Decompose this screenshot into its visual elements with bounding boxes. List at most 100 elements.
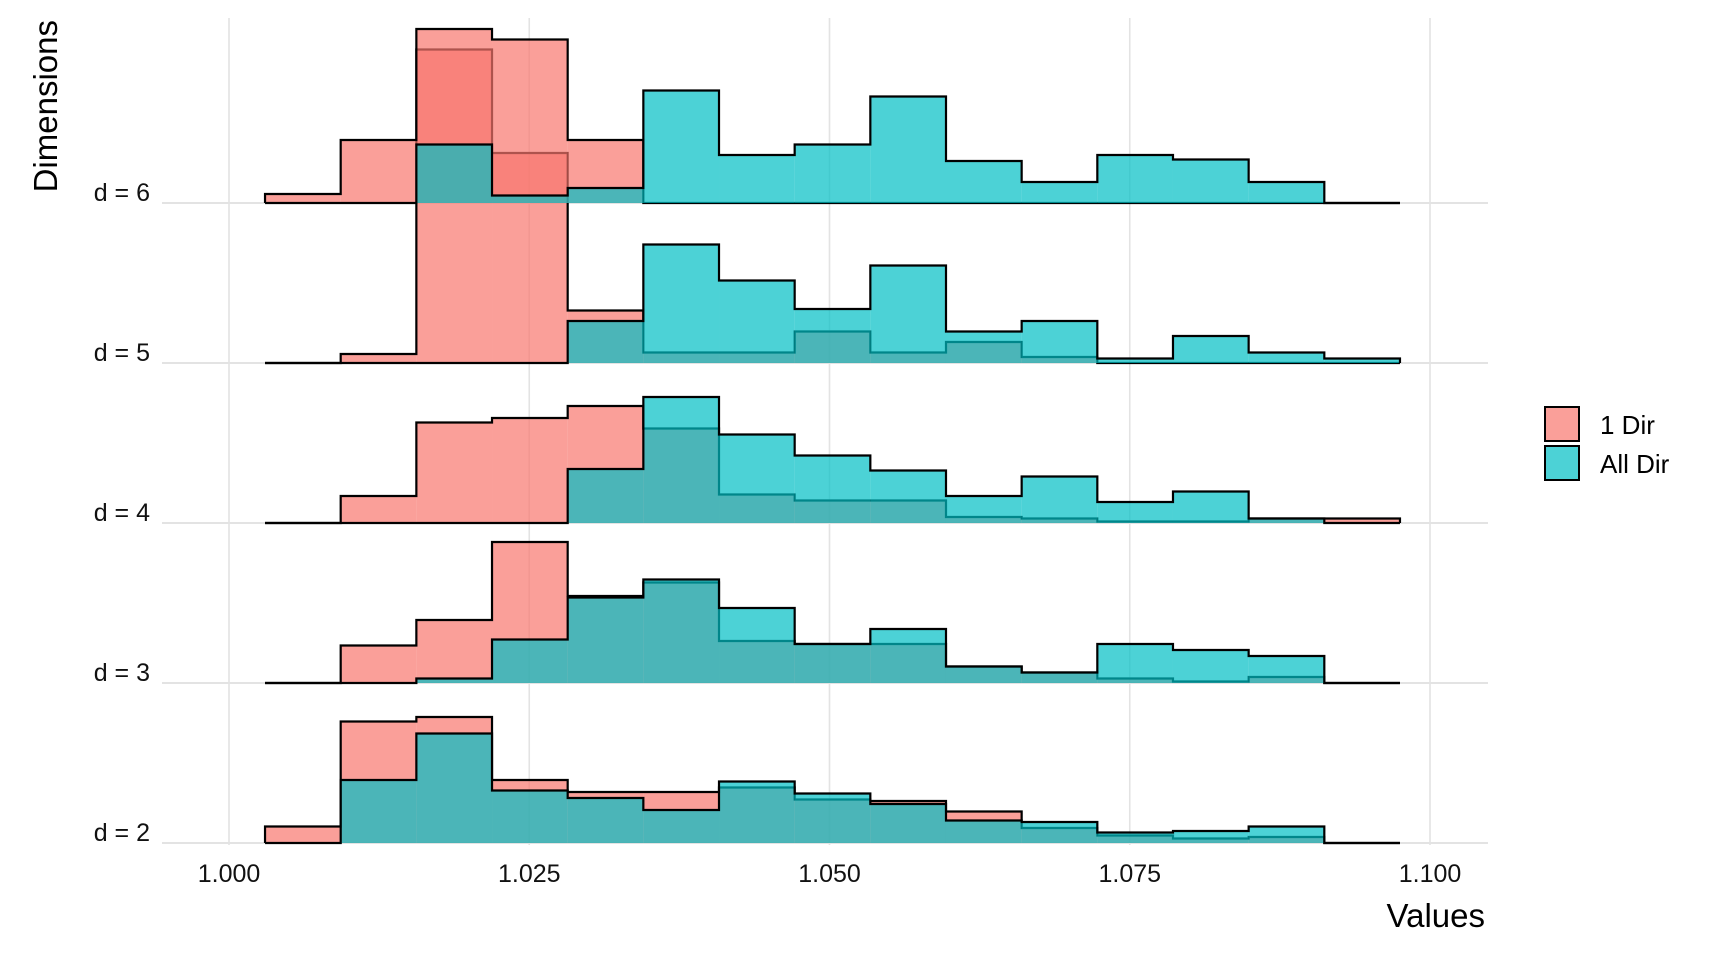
series-all-dir	[265, 578, 1400, 685]
bar-1-dir-bin-2	[416, 620, 493, 683]
bar-all-dir-bin-12	[1172, 336, 1249, 363]
bar-all-dir-bin-2	[416, 678, 493, 683]
bar-all-dir-bin-7	[794, 455, 871, 523]
bar-all-dir-bin-11	[1097, 832, 1173, 843]
row-d-2	[263, 715, 1400, 845]
bar-1-dir-bin-3	[492, 418, 568, 523]
bar-all-dir-bin-7	[794, 309, 871, 363]
outline-all-dir	[265, 395, 1400, 525]
bar-all-dir-bin-10	[1021, 182, 1098, 203]
bar-all-dir-bin-12	[1172, 650, 1249, 683]
bar-all-dir-bin-8	[870, 265, 946, 363]
x-tick-label-2: 1.050	[798, 860, 861, 888]
legend-label-all-dir: All Dir	[1600, 449, 1670, 479]
x-tick-label-3: 1.075	[1098, 860, 1161, 888]
bar-all-dir-bin-6	[719, 155, 795, 203]
bar-all-dir-bin-6	[719, 434, 795, 523]
row-d-4	[265, 395, 1402, 525]
legend: 1 Dir All Dir	[1544, 406, 1670, 481]
bar-all-dir-bin-1	[340, 780, 417, 843]
bar-all-dir-bin-12	[1172, 831, 1249, 843]
bar-all-dir-bin-5	[643, 90, 720, 203]
bar-all-dir-bin-11	[1097, 644, 1173, 683]
bar-all-dir-bin-13	[1248, 826, 1325, 843]
bar-all-dir-bin-4	[567, 597, 644, 683]
bar-all-dir-bin-11	[1097, 502, 1173, 523]
bar-all-dir-bin-13	[1248, 656, 1325, 683]
bar-all-dir-bin-11	[1097, 358, 1173, 363]
bar-all-dir-bin-7	[794, 644, 871, 683]
y-axis-labels: d = 6 d = 5 d = 4 d = 3 d = 2	[94, 179, 150, 847]
bar-all-dir-bin-6	[719, 781, 795, 843]
bar-all-dir-bin-12	[1172, 491, 1249, 523]
bar-all-dir-bin-3	[492, 639, 568, 683]
y-axis-title: Dimensions	[27, 20, 64, 192]
bar-all-dir-bin-6	[719, 608, 795, 683]
bar-all-dir-bin-9	[945, 820, 1022, 843]
legend-swatch-all-dir	[1544, 445, 1580, 481]
bar-all-dir-bin-10	[1021, 822, 1098, 843]
bar-all-dir-bin-13	[1248, 182, 1325, 203]
bar-all-dir-bin-10	[1021, 321, 1098, 363]
bar-all-dir-bin-10	[1021, 672, 1098, 683]
outline-all-dir	[265, 578, 1400, 685]
bar-all-dir-bin-8	[870, 470, 946, 523]
series-all-dir	[265, 89, 1400, 205]
legend-label-1-dir: 1 Dir	[1600, 410, 1655, 440]
bar-all-dir-bin-4	[567, 188, 644, 203]
bar-all-dir-bin-6	[719, 280, 795, 363]
bar-all-dir-bin-3	[492, 195, 568, 203]
x-tick-label-4: 1.100	[1399, 860, 1462, 888]
bar-all-dir-bin-8	[870, 629, 946, 683]
row-label-d-5: d = 5	[94, 339, 150, 367]
bar-all-dir-bin-8	[870, 804, 946, 843]
bar-1-dir-bin-2	[416, 422, 493, 523]
bar-all-dir-bin-9	[945, 331, 1022, 363]
bar-1-dir-bin-14	[1324, 518, 1400, 523]
bar-all-dir-bin-10	[1021, 476, 1098, 523]
bar-all-dir-bin-7	[794, 144, 871, 203]
bar-all-dir-bin-13	[1248, 518, 1325, 523]
row-label-d-6: d = 6	[94, 179, 150, 207]
bar-all-dir-bin-11	[1097, 155, 1173, 203]
series-all-dir	[265, 395, 1400, 525]
series-all-dir	[265, 243, 1402, 365]
bar-all-dir-bin-5	[643, 397, 720, 523]
bar-all-dir-bin-4	[567, 798, 644, 843]
bar-all-dir-bin-4	[567, 469, 644, 523]
row-label-d-3: d = 3	[94, 659, 150, 687]
row-label-d-4: d = 4	[94, 499, 150, 527]
bar-all-dir-bin-5	[643, 810, 720, 843]
bar-1-dir-bin-0	[265, 826, 341, 843]
bar-all-dir-bin-9	[945, 496, 1022, 523]
outline-all-dir	[265, 732, 1400, 845]
bar-1-dir-bin-1	[340, 645, 417, 683]
x-tick-label-0: 1.000	[198, 860, 261, 888]
x-axis-title: Values	[1387, 897, 1485, 934]
x-axis-tick-labels: 1.000 1.025 1.050 1.075 1.100	[198, 860, 1462, 888]
bar-1-dir-bin-3	[492, 39, 568, 203]
bar-1-dir-bin-1	[340, 496, 417, 523]
bar-all-dir-bin-9	[945, 161, 1022, 203]
bar-1-dir-bin-0	[265, 194, 341, 203]
series-all-dir	[265, 732, 1400, 845]
bar-all-dir-bin-14	[1324, 358, 1400, 363]
row-label-d-2: d = 2	[94, 819, 150, 847]
bar-all-dir-bin-2	[416, 733, 493, 843]
bar-all-dir-bin-4	[567, 321, 644, 363]
outline-all-dir	[265, 243, 1402, 365]
outline-all-dir	[265, 89, 1400, 205]
legend-swatch-1-dir	[1544, 406, 1580, 442]
bar-all-dir-bin-5	[643, 244, 720, 363]
bar-all-dir-bin-3	[492, 790, 568, 843]
bar-all-dir-bin-2	[416, 144, 493, 203]
bar-all-dir-bin-8	[870, 96, 946, 203]
bar-all-dir-bin-7	[794, 793, 871, 843]
bar-1-dir-bin-1	[340, 354, 417, 363]
x-tick-label-1: 1.025	[498, 860, 561, 888]
row-d-6	[263, 27, 1400, 205]
bar-all-dir-bin-5	[643, 579, 720, 683]
bar-1-dir-bin-1	[340, 140, 417, 203]
bar-all-dir-bin-12	[1172, 159, 1249, 203]
